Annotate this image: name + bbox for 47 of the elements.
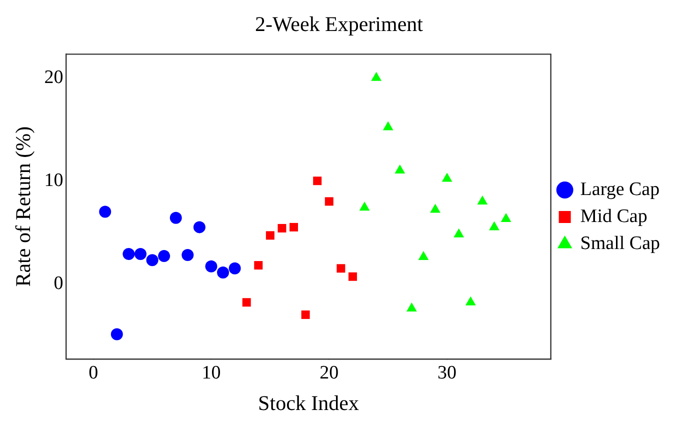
x-tick-label: 0 (88, 362, 98, 384)
point (205, 260, 218, 272)
point (134, 248, 146, 260)
point (158, 250, 170, 262)
x-tick-label: 30 (438, 362, 457, 384)
y-tick-label: 0 (54, 272, 64, 294)
point (371, 72, 382, 81)
x-tick-label: 10 (202, 362, 221, 384)
point (418, 251, 429, 260)
y-tick-label: 20 (44, 66, 64, 88)
point (290, 222, 298, 232)
point (336, 264, 346, 273)
point (278, 224, 286, 232)
x-axis-title: Stock Index (258, 390, 360, 415)
point (348, 272, 357, 281)
point (182, 249, 194, 261)
point (406, 302, 417, 312)
point (324, 197, 334, 206)
chart-title: 2-Week Experiment (255, 12, 424, 36)
point (430, 204, 440, 213)
point (359, 202, 370, 211)
point (170, 212, 182, 224)
point (313, 176, 322, 186)
point (242, 298, 251, 307)
point (254, 261, 263, 270)
y-axis-title: Rate of Return (%) (11, 126, 36, 287)
legend-label: Small Cap (580, 232, 660, 254)
point (217, 266, 230, 279)
point (500, 212, 512, 222)
point (477, 195, 488, 204)
legend-label: Mid Cap (580, 206, 648, 227)
point (122, 248, 135, 260)
x-tick-label: 20 (320, 362, 339, 384)
point (489, 221, 500, 230)
y-tick-label: 10 (44, 170, 64, 191)
point (382, 121, 394, 130)
point (99, 206, 112, 218)
point (442, 172, 452, 182)
legend-label: Large Cap (580, 178, 660, 200)
point (301, 310, 310, 319)
point (110, 328, 123, 340)
point (394, 164, 406, 174)
point (266, 231, 274, 240)
point (454, 228, 464, 238)
point (146, 254, 158, 266)
point (193, 221, 206, 234)
point (228, 262, 241, 274)
